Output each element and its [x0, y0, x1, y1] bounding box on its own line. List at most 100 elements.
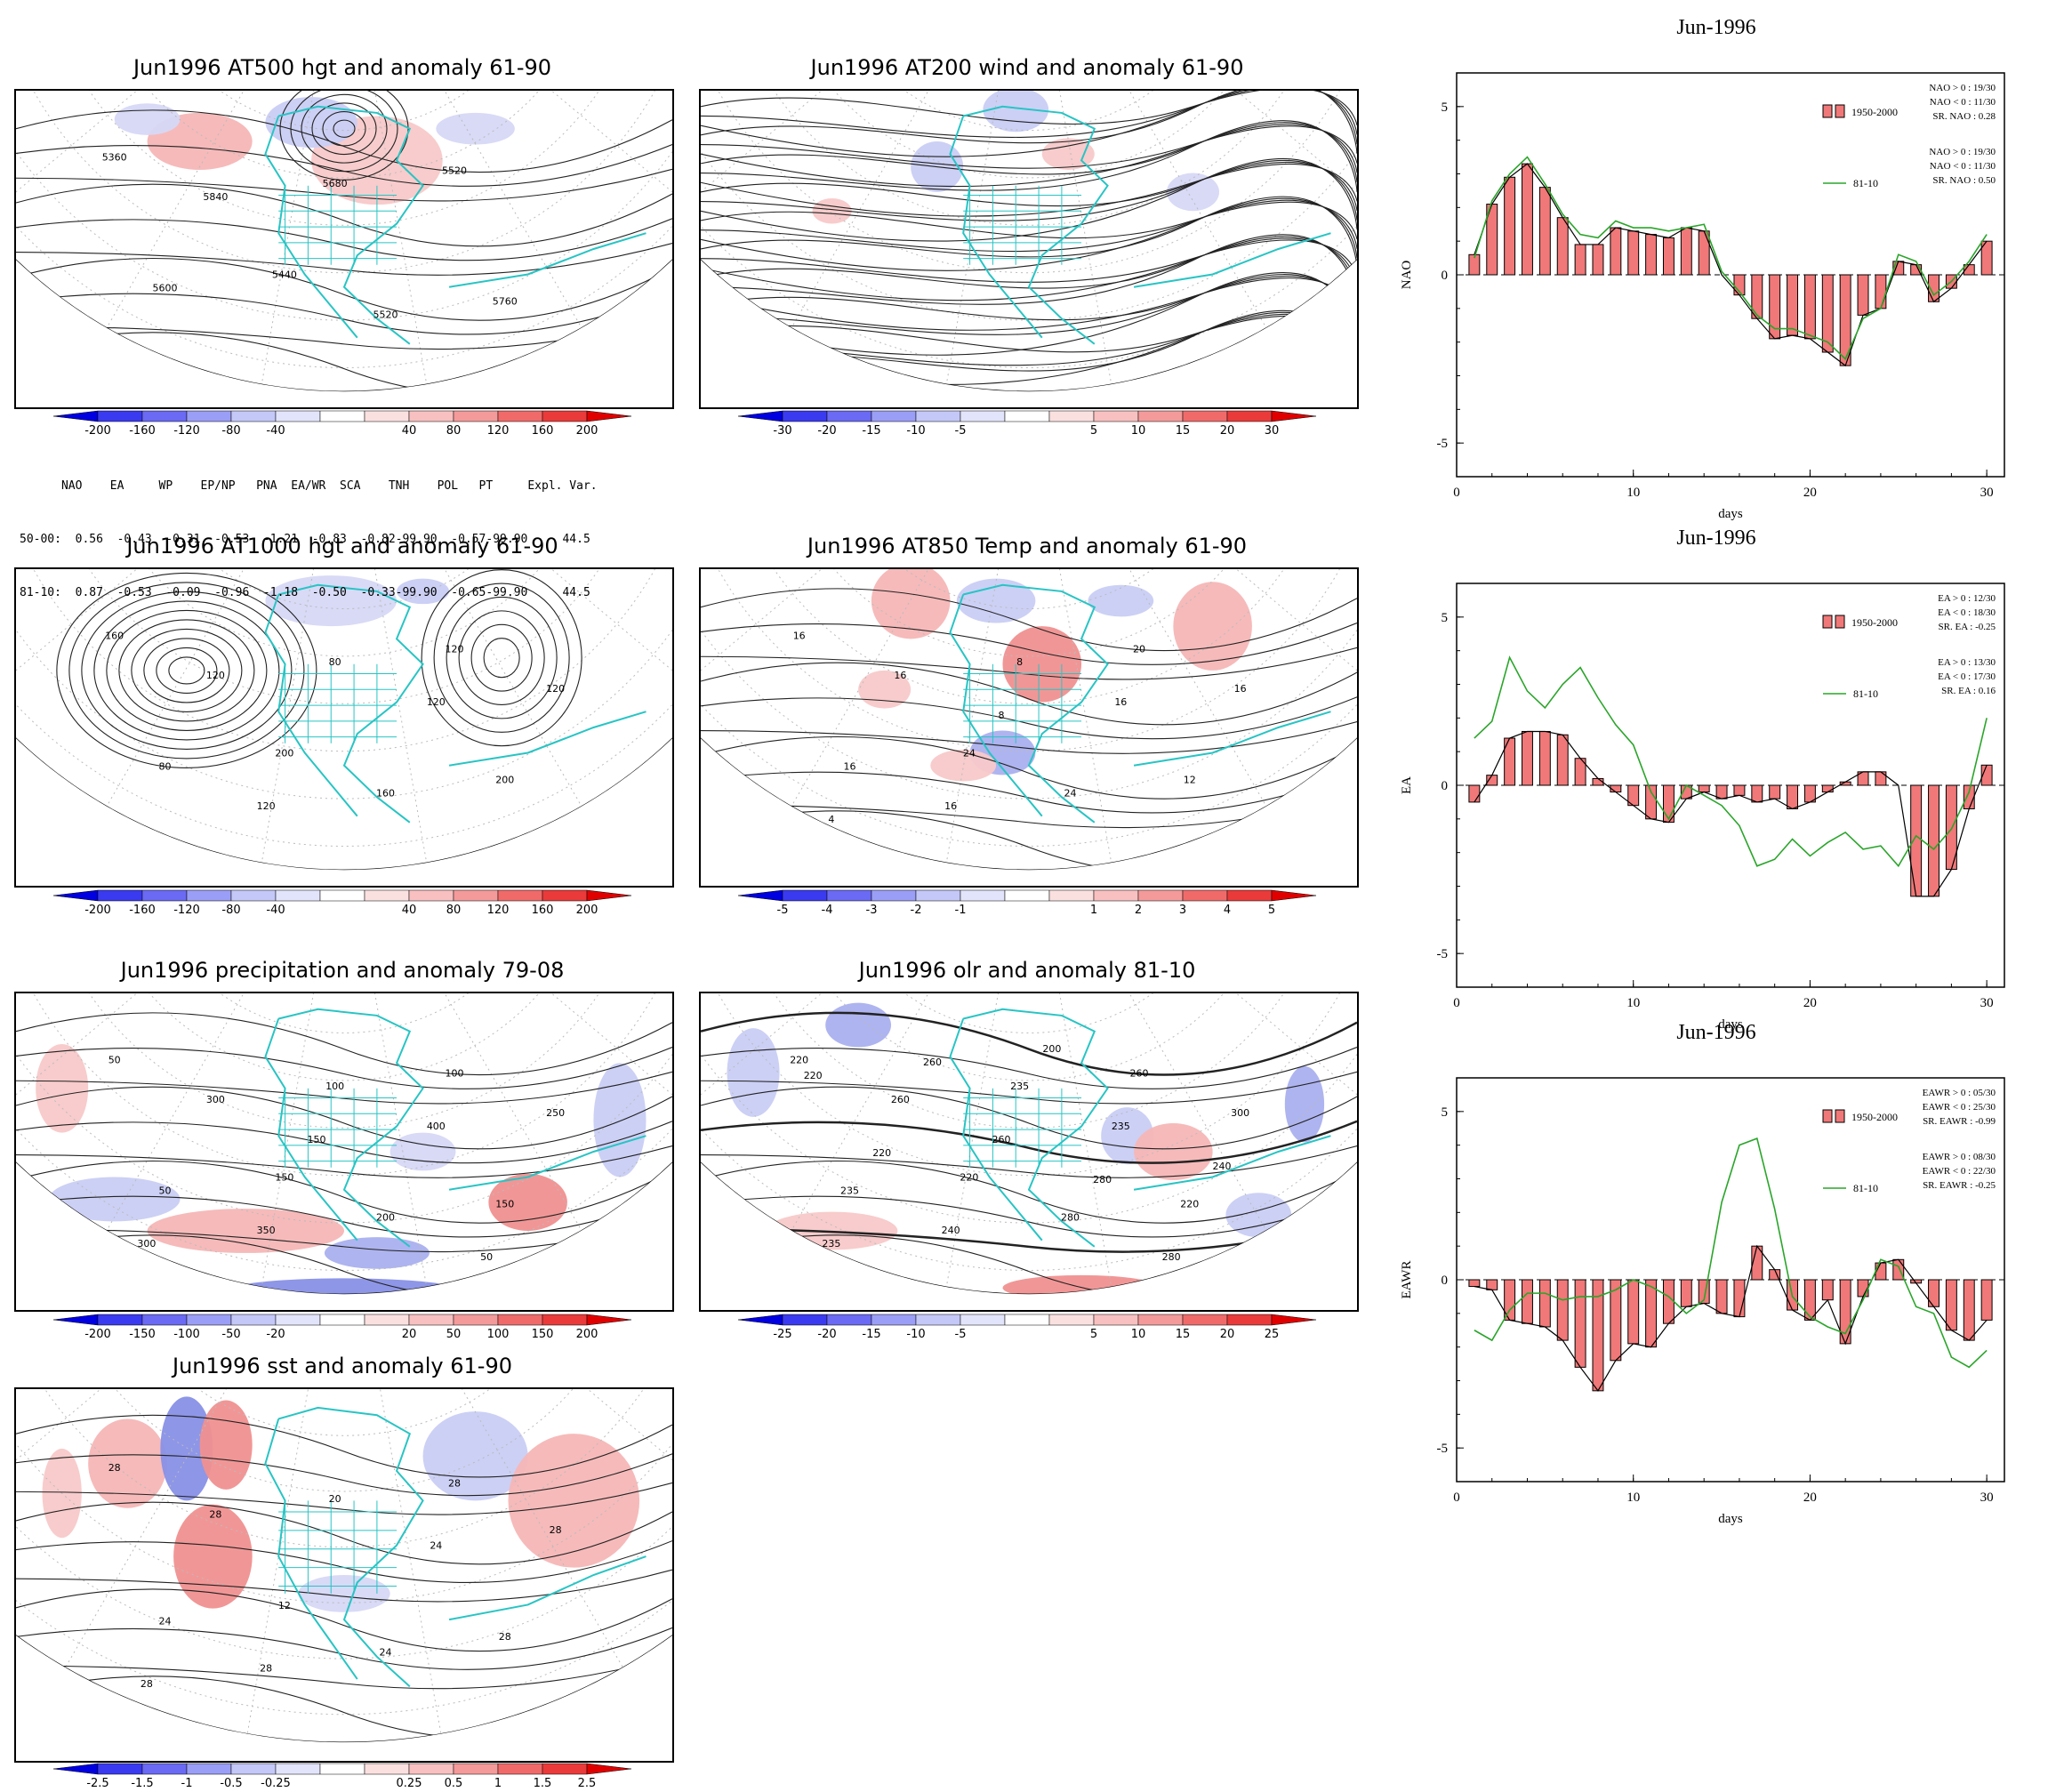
- colorbar-tick-label: -160: [129, 424, 156, 438]
- anomaly-shading: [727, 1028, 780, 1117]
- contour-label: 16: [844, 760, 856, 772]
- bar: [1963, 1279, 1975, 1341]
- colorbar-segment: [186, 1763, 232, 1775]
- colorbar-segment: [141, 410, 188, 422]
- bar: [1538, 187, 1551, 276]
- colorbar-segment: [230, 1314, 277, 1326]
- map-sst: 28 12 28 24 20 28 28 24 28 28 24 28: [14, 1387, 674, 1763]
- colorbar-segment: [275, 1763, 321, 1775]
- colorbar-tick-label: -200: [84, 1328, 111, 1341]
- legend-stat: NAO > 0 : 19/30: [1929, 83, 1996, 93]
- colorbar-segment: [141, 1763, 188, 1775]
- colorbar-tick-label: 10: [1131, 1328, 1146, 1341]
- map-plot-olr: 220 220 260 235 235 220 260 280 300 240 235 235 260 2…: [701, 993, 1357, 1310]
- anomaly-shading: [298, 1575, 390, 1612]
- colorbar-segment: [960, 410, 1006, 422]
- map-title-precip: Jun1996 precipitation and anomaly 79-08: [120, 958, 565, 983]
- colorbar-tick-label: 20: [1220, 1328, 1235, 1341]
- colorbar-tick-label: -100: [173, 1328, 200, 1341]
- contour-label: 260: [923, 1057, 942, 1068]
- x-tick-label: 30: [1980, 486, 1994, 500]
- colorbar-segment: [1048, 889, 1095, 902]
- colorbar-tick-label: -10: [906, 424, 925, 438]
- colorbar-tick-label: 150: [532, 1328, 554, 1341]
- series-line-81-10: [1474, 655, 1988, 868]
- colorbar-segment: [542, 889, 588, 902]
- colorbar-at500: -200 -160 -120 -80 -40 40 80 120 160 200: [52, 410, 649, 439]
- colorbar-tick-label: 3: [1179, 904, 1186, 917]
- anomaly-shading: [1041, 138, 1095, 170]
- y-axis-label: EA: [1400, 776, 1414, 794]
- contour-label: 150: [275, 1171, 293, 1183]
- colorbar-tick-label: 5: [1090, 424, 1097, 438]
- contour-label: 235: [822, 1238, 840, 1250]
- colorbar-segment: [871, 410, 917, 422]
- coastline: [949, 105, 1109, 345]
- colorbar-segment: [826, 889, 872, 902]
- colorbar-segment: [586, 1763, 632, 1775]
- colorbar-segment: [871, 889, 917, 902]
- colorbar-olr: -25 -20 -15 -10 -5 5 10 15 20 25: [737, 1314, 1334, 1343]
- contour-label: 16: [1234, 683, 1247, 695]
- map-plot-sst: 28 12 28 24 20 28 28 24 28 28 24 28: [16, 1389, 672, 1761]
- colorbar-segment: [542, 410, 588, 422]
- colorbar-segment: [52, 410, 99, 422]
- colorbar-segment: [275, 410, 321, 422]
- bar: [1928, 1279, 1940, 1307]
- bar: [1875, 771, 1887, 786]
- contour-label: 220: [1180, 1198, 1199, 1209]
- colorbar-tick-label: 15: [1176, 1328, 1191, 1341]
- colorbar-tick-label: -20: [817, 1328, 836, 1341]
- map-plot-at1000: 160 200 120 80 80 200 120 160 120 120 120: [16, 569, 672, 886]
- ts-plot: 0 10 20 30 5 0 -5 days NAO 1950-2000 NAO > 0 : 19/…: [1400, 72, 2005, 521]
- contour-label: 20: [329, 1493, 341, 1505]
- colorbar-segment: [737, 410, 783, 422]
- colorbar-segment: [1182, 410, 1228, 422]
- map-at500: 5360 5440 5520 5600 5680 5760 5840 5520: [14, 89, 674, 409]
- x-tick-label: 10: [1626, 486, 1640, 500]
- contour-label: 24: [1064, 787, 1076, 799]
- colorbar-segment: [319, 410, 365, 422]
- colorbar-segment: [1048, 1314, 1095, 1326]
- colorbar-tick-label: 200: [576, 1328, 598, 1341]
- contour-label: 220: [960, 1171, 978, 1183]
- contour-label: 24: [159, 1616, 172, 1627]
- contour-label: 5680: [323, 178, 348, 189]
- colorbar-tick-label: -20: [266, 1328, 285, 1341]
- contour-label: 260: [992, 1134, 1011, 1145]
- colorbar-segment: [97, 410, 143, 422]
- y-tick-label: 0: [1442, 1274, 1449, 1288]
- anomaly-shading: [508, 1434, 640, 1568]
- colorbar-tick-label: -5: [955, 1328, 967, 1341]
- colorbar-segment: [275, 1314, 321, 1326]
- contour-label: 120: [546, 683, 565, 695]
- bar: [1680, 227, 1692, 276]
- coastline: [949, 1008, 1109, 1248]
- anomaly-shading: [88, 1418, 167, 1508]
- ts-plot: 0 10 20 30 5 0 -5 days EA 1950-2000 EA > 0 : 12/30…: [1400, 583, 2005, 1032]
- colorbar-tick-label: -30: [773, 424, 791, 438]
- contour-label: 20: [1133, 643, 1145, 655]
- colorbar-at200: -30 -20 -15 -10 -5 5 10 15 20 30: [737, 410, 1334, 439]
- colorbar-segment: [1093, 410, 1139, 422]
- colorbar-segment: [497, 889, 543, 902]
- bar: [1662, 1279, 1675, 1324]
- colorbar-tick-label: 1: [494, 1777, 502, 1790]
- contour-label: 5760: [493, 295, 518, 307]
- map-title-sst: Jun1996 sst and anomaly 61-90: [173, 1354, 512, 1378]
- x-tick-label: 20: [1803, 1491, 1817, 1505]
- contour-label: 28: [209, 1509, 221, 1521]
- colorbar-tick-label: 0.25: [397, 1777, 422, 1790]
- contour-label: 160: [105, 630, 124, 641]
- bar: [1662, 237, 1675, 276]
- contour-label: 120: [427, 696, 446, 708]
- colorbar-tick-label: -200: [84, 904, 111, 917]
- y-axis-label: EAWR: [1400, 1261, 1414, 1299]
- colorbar-tick-label: -3: [866, 904, 878, 917]
- colorbar-tick-label: 1: [1090, 904, 1097, 917]
- contour-label: 300: [1231, 1107, 1249, 1119]
- colorbar-segment: [782, 410, 828, 422]
- colorbar-segment: [1004, 1314, 1050, 1326]
- colorbar-segment: [782, 889, 828, 902]
- bar: [1769, 784, 1781, 800]
